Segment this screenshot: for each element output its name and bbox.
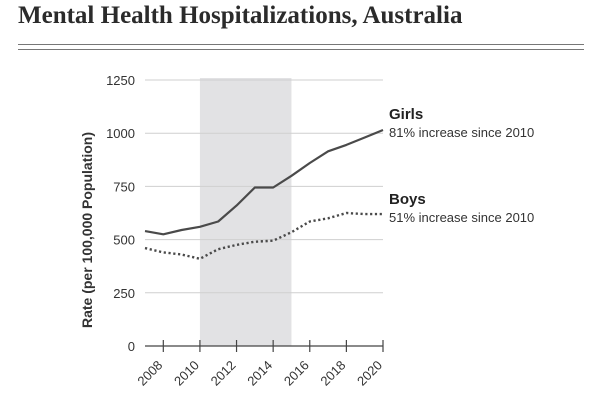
x-tick-label: 2010: [171, 358, 202, 389]
series-line-boys: [144, 211, 383, 260]
x-tick-label: 2016: [281, 358, 312, 389]
series-line-girls: [144, 128, 384, 236]
y-axis-label: Rate (per 100,000 Population): [79, 132, 95, 328]
x-tick-label: 2012: [208, 358, 239, 389]
y-tick-label: 1250: [106, 73, 135, 88]
y-tick-label: 1000: [106, 126, 135, 141]
y-tick-label: 250: [113, 286, 135, 301]
x-tick-label: 2020: [354, 358, 385, 389]
axis-layer: [145, 340, 384, 352]
series-label-girls: Girls: [389, 106, 423, 123]
series-layer: [144, 128, 384, 260]
x-tick-label: 2018: [317, 358, 348, 389]
page-title: Mental Health Hospitalizations, Australi…: [18, 2, 463, 29]
shaded-region-layer: [199, 78, 292, 346]
series-label-boys: Boys: [389, 191, 426, 208]
series-annotation-boys: 51% increase since 2010: [389, 210, 534, 225]
x-tick-label: 2014: [244, 358, 275, 389]
shaded-period: [199, 78, 292, 346]
y-tick-label: 0: [128, 339, 135, 354]
title-rule-top: [18, 44, 584, 45]
series-annotation-girls: 81% increase since 2010: [389, 125, 534, 140]
y-tick-label: 750: [113, 179, 135, 194]
title-rule-bottom: [18, 49, 584, 50]
x-tick-label: 2008: [134, 358, 165, 389]
y-tick-label: 500: [113, 233, 135, 248]
